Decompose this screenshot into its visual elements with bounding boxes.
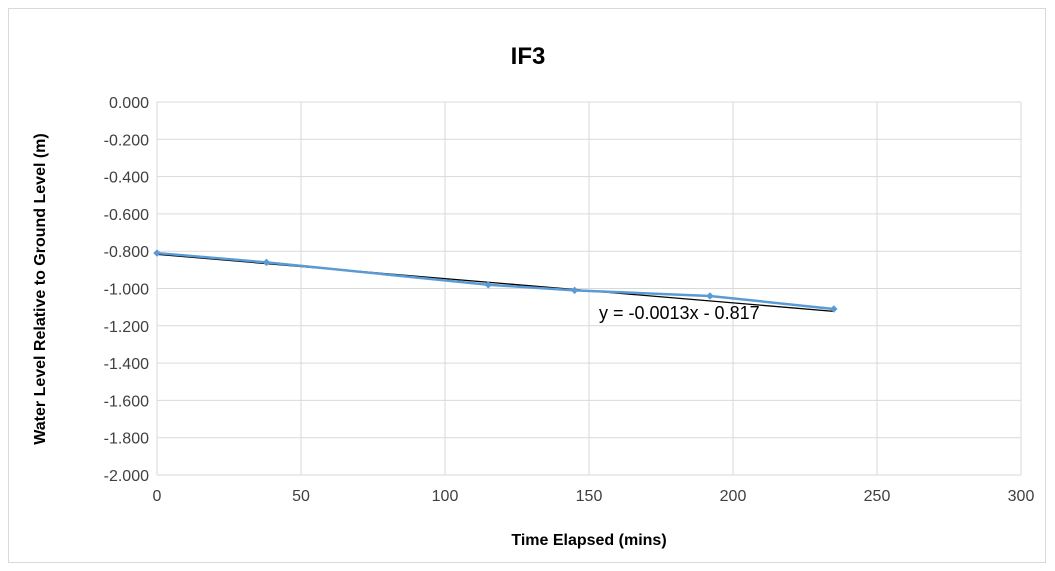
- data-point: [262, 258, 271, 267]
- x-tick-label: 250: [864, 488, 891, 505]
- tick-layer: 0.000 -0.200 -0.400 -0.600 -0.800 -1.000 -1.20…: [104, 95, 1035, 505]
- y-tick-label: -1.800: [104, 431, 149, 448]
- chart-title: IF3: [511, 43, 546, 70]
- grid-layer: [156, 101, 1022, 476]
- series-layer: [153, 249, 838, 313]
- x-axis-title: Time Elapsed (mins): [511, 532, 666, 549]
- y-tick-label: -0.400: [104, 170, 149, 187]
- y-tick-label: -1.200: [104, 319, 149, 336]
- x-tick-label: 100: [432, 488, 459, 505]
- x-tick-label: 150: [576, 488, 603, 505]
- x-tick-label: 200: [720, 488, 747, 505]
- y-tick-label: -0.600: [104, 207, 149, 224]
- trendline-equation: y = -0.0013x - 0.817: [599, 303, 760, 323]
- y-tick-label: -0.800: [104, 244, 149, 261]
- x-tick-label: 0: [153, 488, 162, 505]
- y-axis-title: Water Level Relative to Ground Level (m): [32, 133, 49, 444]
- data-point: [570, 286, 579, 295]
- data-point: [829, 305, 838, 313]
- x-tick-label: 300: [1008, 488, 1035, 505]
- y-tick-label: -1.400: [104, 356, 149, 373]
- y-tick-label: -1.600: [104, 393, 149, 410]
- series-line: [156, 251, 834, 311]
- data-point: [484, 280, 493, 289]
- chart-svg: 0.000 -0.200 -0.400 -0.600 -0.800 -1.000 -1.20…: [32, 43, 1035, 549]
- y-tick-label: -1.000: [104, 282, 149, 299]
- x-tick-label: 50: [292, 488, 310, 505]
- y-tick-label: 0.000: [109, 95, 149, 112]
- y-tick-label: -0.200: [104, 132, 149, 149]
- chart-frame: 0.000 -0.200 -0.400 -0.600 -0.800 -1.000 -1.20…: [8, 8, 1046, 563]
- data-point: [706, 292, 714, 300]
- data-point: [153, 249, 161, 257]
- y-tick-label: -2.000: [104, 468, 149, 485]
